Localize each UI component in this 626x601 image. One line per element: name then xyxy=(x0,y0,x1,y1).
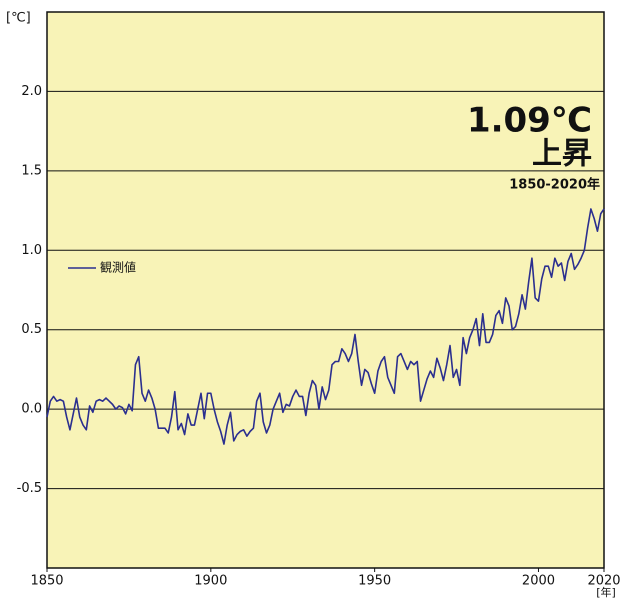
y-unit-label: [℃] xyxy=(6,11,31,26)
x-tick-label: 1850 xyxy=(30,574,63,589)
y-tick-label: 0.0 xyxy=(21,402,42,417)
x-tick-label: 1950 xyxy=(358,574,391,589)
y-tick-label: 2.0 xyxy=(21,84,42,99)
y-tick-label: -0.5 xyxy=(17,481,42,496)
y-tick-label: 1.5 xyxy=(21,163,42,178)
legend-label: 観測値 xyxy=(100,260,136,275)
annotation-rise: 上昇 xyxy=(532,137,592,172)
annotation-period: 1850-2020年 xyxy=(509,177,600,193)
plot-area xyxy=(46,11,605,569)
y-tick-label: 1.0 xyxy=(21,243,42,258)
x-tick-label: 2000 xyxy=(522,574,555,589)
series-line xyxy=(46,208,605,445)
x-unit-label: [年] xyxy=(596,585,616,599)
y-tick-label: 0.5 xyxy=(21,322,42,337)
annotation-value: 1.09℃ xyxy=(467,101,592,141)
x-tick-label: 2020 xyxy=(587,574,620,589)
x-tick-label: 1900 xyxy=(194,574,227,589)
